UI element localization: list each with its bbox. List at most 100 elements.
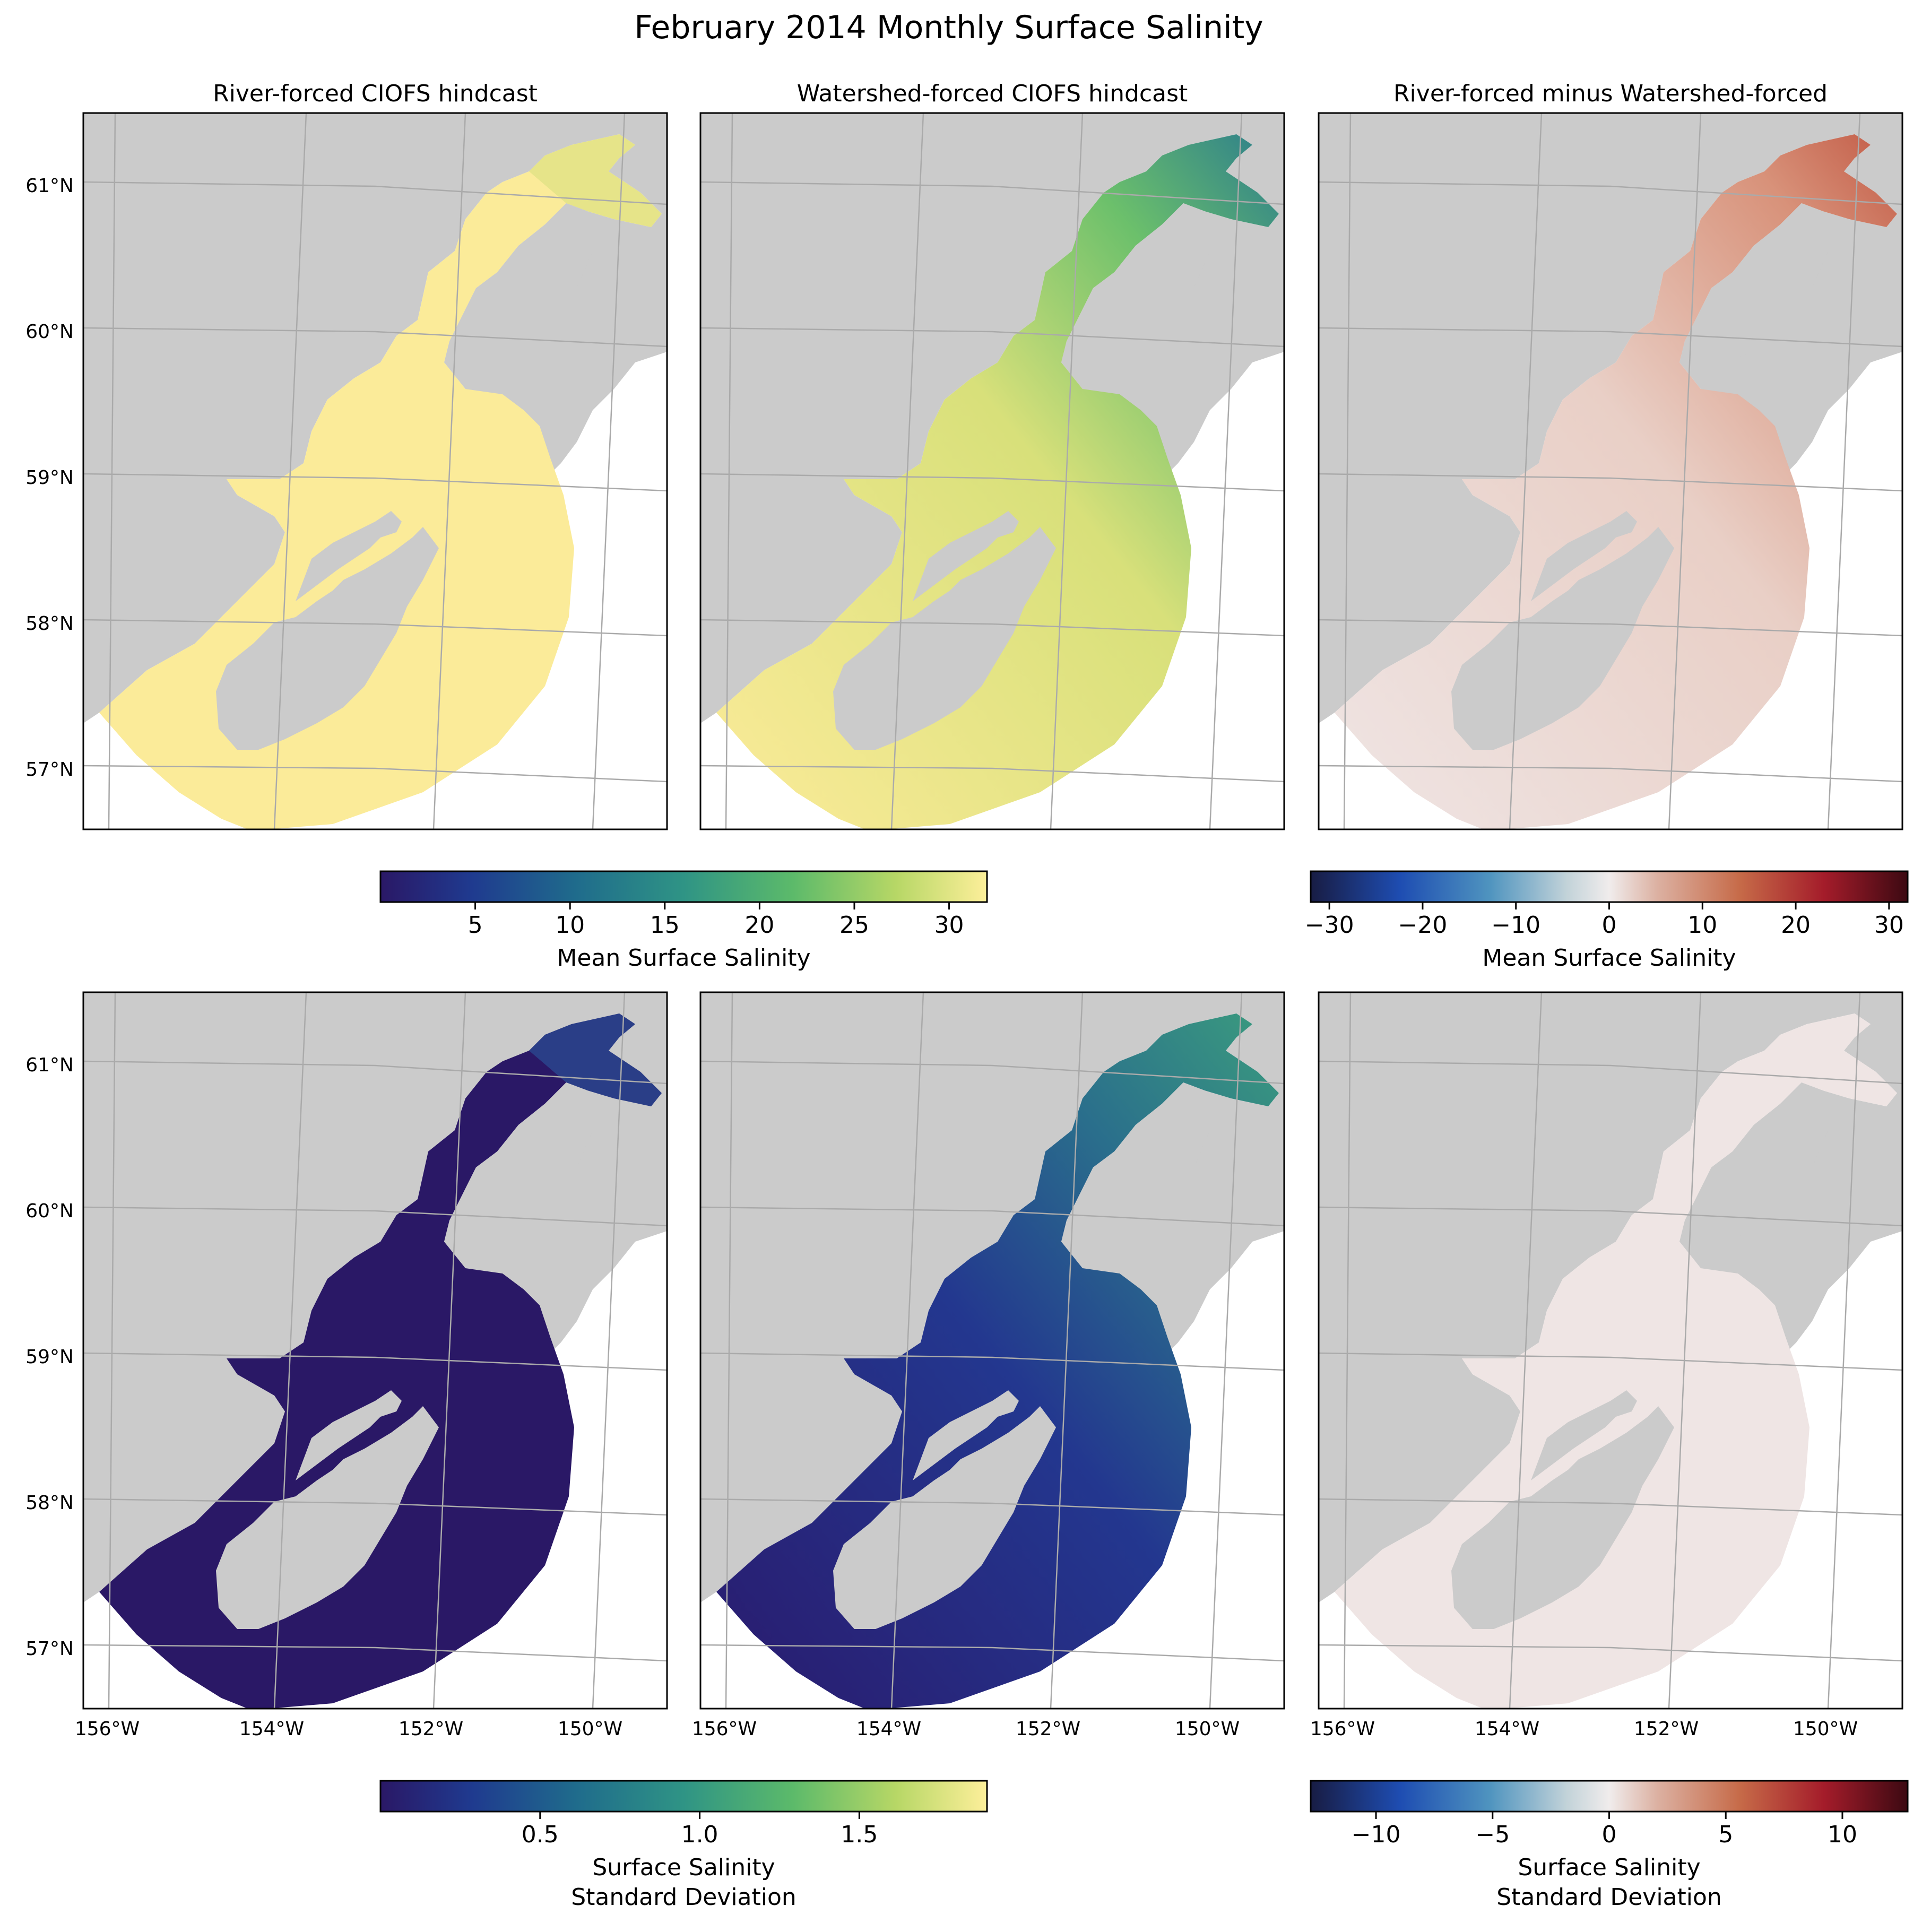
- colorbar-tick-label: 20: [744, 912, 774, 939]
- lat-gridline: [1319, 1498, 1902, 1516]
- lat-gridline: [83, 473, 667, 492]
- lon-gridline: [108, 992, 116, 1709]
- lat-gridline: [1319, 473, 1902, 492]
- map-panel-top-left: River-forced CIOFS hindcast 61°N 60°N 59°N 5…: [25, 80, 668, 830]
- lon-gridline: [432, 992, 466, 1709]
- lat-tick-label: 58°N: [25, 1492, 74, 1514]
- lat-gridline: [700, 181, 1284, 205]
- colorbar-tick-label: 30: [1874, 912, 1904, 939]
- colorbar-cb-mean: 5 10 15 20 25 30 Mean Surface Salinity: [379, 870, 988, 972]
- colorbar-tick-label: 1.0: [681, 1821, 718, 1848]
- lat-gridline: [700, 473, 1284, 492]
- colorbar-tick-label: −5: [1475, 1821, 1510, 1848]
- lon-gridline: [890, 113, 924, 829]
- lon-gridline: [1209, 992, 1243, 1709]
- lon-tick-label: 152°W: [399, 1718, 463, 1740]
- lat-tick-label: 61°N: [25, 175, 74, 197]
- lat-gridline: [1319, 1352, 1902, 1371]
- lat-gridline: [83, 1206, 667, 1227]
- lat-gridline: [700, 327, 1284, 348]
- lon-gridline: [592, 992, 626, 1709]
- lon-gridline: [1509, 992, 1543, 1709]
- colorbar-label: Mean Surface Salinity: [1482, 945, 1736, 972]
- lat-gridline: [83, 619, 667, 637]
- lon-gridline: [1209, 113, 1243, 829]
- axes-frame: [1318, 112, 1903, 830]
- lat-tick-label: 57°N: [25, 759, 74, 781]
- colorbar-gradient: [1311, 871, 1908, 902]
- lon-gridline: [592, 113, 626, 829]
- figure-title: February 2014 Monthly Surface Salinity: [634, 9, 1263, 46]
- lon-gridline: [890, 992, 924, 1709]
- lat-tick-label: 61°N: [25, 1054, 74, 1076]
- lat-gridline: [83, 327, 667, 348]
- colorbar-tick-label: −10: [1491, 912, 1540, 939]
- panel-title: Watershed-forced CIOFS hindcast: [797, 80, 1188, 107]
- lon-gridline: [1827, 113, 1861, 829]
- lat-gridline: [700, 765, 1284, 783]
- colorbar-tick-label: −30: [1305, 912, 1354, 939]
- colorbar-tick-label: −10: [1352, 1821, 1401, 1848]
- axes-frame: [82, 112, 668, 830]
- lon-tick-label: 156°W: [692, 1718, 757, 1740]
- colorbar-cb-std: 0.5 1.0 1.5 Surface Salinity Standard Deviat…: [379, 1780, 988, 1911]
- lon-gridline: [108, 113, 116, 829]
- lat-gridline: [1319, 327, 1902, 348]
- lon-gridline: [1668, 992, 1702, 1709]
- lon-gridline: [1050, 992, 1084, 1709]
- map-panel-bottom-left: 61°N 60°N 59°N 58°N 57°N 156°W 154°W 152°W 150°W: [25, 991, 668, 1740]
- lon-tick-label: 156°W: [1310, 1718, 1375, 1740]
- lat-gridline: [1319, 1060, 1902, 1085]
- lon-gridline: [273, 992, 307, 1709]
- colorbar-tick-label: 30: [934, 912, 964, 939]
- colorbar-gradient: [380, 1781, 987, 1812]
- lat-gridline: [83, 1352, 667, 1371]
- colorbar-tick-label: 0: [1602, 912, 1617, 939]
- lon-tick-label: 154°W: [239, 1718, 304, 1740]
- lon-tick-label: 150°W: [1793, 1718, 1858, 1740]
- colorbar-label: Standard Deviation: [571, 1884, 796, 1911]
- lon-tick-label: 152°W: [1634, 1718, 1699, 1740]
- colorbar-tick-label: 10: [1828, 1821, 1857, 1848]
- axes-frame: [1318, 991, 1903, 1710]
- colorbar-label: Surface Salinity: [1518, 1854, 1700, 1881]
- colorbar-tick-label: 25: [839, 912, 869, 939]
- colorbar-tick-label: 0: [1602, 1821, 1617, 1848]
- lon-gridline: [1827, 992, 1861, 1709]
- axes-frame: [82, 991, 668, 1710]
- lon-tick-label: 154°W: [856, 1718, 921, 1740]
- map-panel-top-middle: Watershed-forced CIOFS hindcast: [699, 80, 1285, 830]
- lat-gridline: [83, 181, 667, 205]
- lat-gridline: [1319, 1644, 1902, 1662]
- colorbar-cb-std-diff: −10 −5 0 5 10 Surface Salinity Standard Deviat…: [1310, 1780, 1909, 1911]
- lat-tick-label: 58°N: [25, 613, 74, 635]
- lon-tick-label: 156°W: [75, 1718, 140, 1740]
- colorbar-tick-label: 5: [1718, 1821, 1733, 1848]
- lon-gridline: [725, 992, 733, 1709]
- map-panel-bottom-middle: 156°W 154°W 152°W 150°W: [692, 991, 1285, 1740]
- map-panel-bottom-right: 156°W 154°W 152°W 150°W: [1310, 991, 1903, 1740]
- lon-gridline: [1668, 113, 1702, 829]
- lat-gridline: [700, 1352, 1284, 1371]
- colorbar-tick-label: 10: [555, 912, 585, 939]
- lat-tick-label: 60°N: [25, 1200, 74, 1222]
- lat-gridline: [1319, 1206, 1902, 1227]
- lon-tick-label: 154°W: [1475, 1718, 1539, 1740]
- colorbar-gradient: [380, 871, 987, 902]
- colorbar-frame: [379, 1780, 988, 1813]
- colorbar-gradient: [1311, 1781, 1908, 1812]
- lat-tick-label: 60°N: [25, 321, 74, 343]
- lon-gridline: [432, 113, 466, 829]
- lat-gridline: [83, 1644, 667, 1662]
- lat-gridline: [1319, 181, 1902, 205]
- colorbar-cb-mean-diff: −30 −20 −10 0 10 20 30 Mean Surface Salinity: [1305, 870, 1909, 972]
- lon-gridline: [725, 113, 733, 829]
- lat-gridline: [700, 1060, 1284, 1085]
- panel-title: River-forced CIOFS hindcast: [213, 80, 538, 107]
- lon-tick-label: 152°W: [1016, 1718, 1080, 1740]
- lat-gridline: [700, 1498, 1284, 1516]
- lat-tick-label: 57°N: [25, 1638, 74, 1660]
- lon-gridline: [273, 113, 307, 829]
- colorbar-tick-label: 5: [468, 912, 483, 939]
